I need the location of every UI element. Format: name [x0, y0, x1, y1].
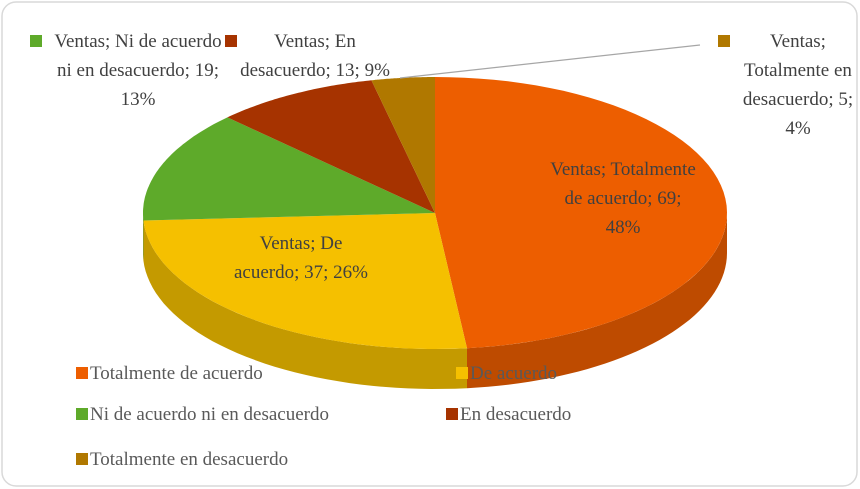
legend-item: Totalmente en desacuerdo: [76, 448, 288, 472]
label-marker: [718, 35, 730, 47]
legend-label: Totalmente en desacuerdo: [90, 449, 289, 470]
data-label: Ventas; Totalmente de acuerdo; 69; 48%: [550, 159, 696, 238]
data-label: Ventas; Ni de acuerdo ni en desacuerdo; …: [54, 31, 222, 110]
legend-item: Totalmente de acuerdo: [76, 362, 263, 386]
slice: [371, 77, 435, 213]
label-marker: [216, 237, 228, 249]
legend-item: De acuerdo: [456, 362, 557, 386]
data-label: Ventas; En desacuerdo; 13; 9%: [240, 31, 390, 81]
legend-label: Totalmente de acuerdo: [90, 363, 263, 384]
label-marker: [225, 35, 237, 47]
slice: [435, 77, 727, 349]
pie: [143, 77, 727, 389]
data-label: Ventas; Totalmente en desacuerdo; 5; 4%: [742, 31, 854, 139]
legend-label: Ni de acuerdo ni en desacuerdo: [90, 404, 329, 425]
legend-swatch: [76, 408, 88, 420]
legend-item: Ni de acuerdo ni en desacuerdo: [76, 403, 329, 427]
slice: [143, 117, 435, 221]
label-marker: [540, 163, 552, 175]
slice-side: [467, 213, 727, 389]
legend-label: En desacuerdo: [460, 404, 572, 425]
data-label: Ventas; De acuerdo; 37; 26%: [233, 233, 368, 283]
legend-swatch: [76, 367, 88, 379]
legend-label: De acuerdo: [470, 363, 558, 384]
slice: [227, 80, 435, 213]
legend-swatch: [456, 367, 468, 379]
leader-line: [399, 44, 701, 79]
legend-item: En desacuerdo: [446, 403, 571, 427]
slice-side: [143, 220, 467, 389]
legend-swatch: [76, 453, 88, 465]
legend-swatch: [446, 408, 458, 420]
label-marker: [30, 35, 42, 47]
